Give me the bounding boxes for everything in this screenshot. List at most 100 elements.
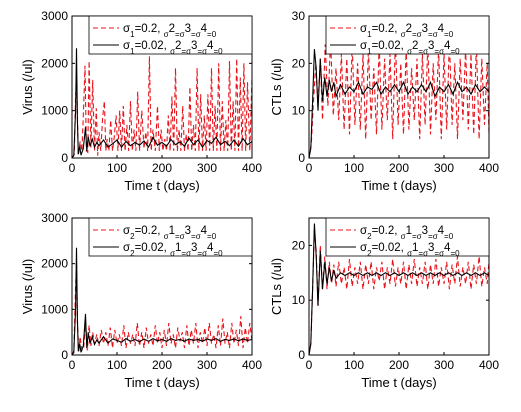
x-tick-label: 200 bbox=[389, 161, 409, 175]
legend-text-part: 3 bbox=[191, 40, 197, 52]
legend-text-part: σ bbox=[360, 242, 367, 254]
legend-text-part: =0.02, bbox=[135, 242, 171, 254]
legend-text-part: σ bbox=[170, 249, 175, 258]
legend-text-part: =0.02, bbox=[372, 242, 408, 254]
x-tick-label: 300 bbox=[197, 161, 217, 175]
legend-text-part: =0 bbox=[207, 232, 217, 241]
y-axis-label: Virus (/ul) bbox=[20, 259, 35, 314]
legend-text-part: σ bbox=[164, 232, 169, 241]
y-tick-label: 20 bbox=[292, 238, 306, 252]
x-tick-label: 300 bbox=[197, 358, 217, 372]
series-line-2 bbox=[72, 48, 252, 158]
legend-text-part: 4 bbox=[201, 225, 208, 237]
x-tick-label: 400 bbox=[242, 358, 262, 372]
legend-text-part: 2 bbox=[169, 23, 175, 35]
chart-panel-2: 0 100 200 300 400 0 10 20 30 Time t (days) CTLs (/… bbox=[269, 9, 499, 193]
legend-text-part: =0 bbox=[444, 232, 454, 241]
legend-text-part: =σ bbox=[434, 249, 444, 258]
y-tick-label: 1000 bbox=[41, 104, 68, 118]
y-tick-label: 0 bbox=[61, 151, 68, 165]
legend-entry-2: σ2=0.02, σ1=σ3=σ4=0 bbox=[360, 242, 460, 258]
legend-box bbox=[88, 217, 253, 257]
legend-text-part: =0 bbox=[213, 249, 223, 258]
legend-text-part: 4 bbox=[438, 225, 445, 237]
legend-text-part: =0.02, bbox=[135, 40, 171, 52]
y-axis-label: Virus (/ul) bbox=[20, 59, 35, 114]
x-tick-label: 400 bbox=[242, 161, 262, 175]
series-line-2 bbox=[309, 223, 489, 355]
x-tick-label: 200 bbox=[152, 161, 172, 175]
legend-entry-1: σ1=0.2, σ2=σ3=σ4=0 bbox=[360, 23, 454, 39]
y-tick-label: 0 bbox=[298, 151, 305, 165]
legend-entry-2: σ2=0.02, σ1=σ3=σ4=0 bbox=[123, 242, 223, 258]
legend-text-part: 4 bbox=[207, 242, 214, 254]
legend-text-part: 2 bbox=[412, 40, 418, 52]
legend-text-part: =σ bbox=[175, 232, 185, 241]
legend-box bbox=[325, 15, 490, 55]
legend-text-part: =0 bbox=[207, 30, 217, 39]
legend-text-part: =0.02, bbox=[372, 40, 408, 52]
legend-text-part: 1 bbox=[367, 47, 372, 56]
legend-text-part: =0.2, bbox=[372, 225, 401, 237]
legend-text-part: 3 bbox=[185, 225, 191, 237]
x-axis-label: Time t (days) bbox=[124, 375, 199, 390]
series-line-2 bbox=[72, 247, 252, 355]
legend-text-part: =0 bbox=[213, 47, 223, 56]
legend-text-part: =σ bbox=[191, 232, 201, 241]
y-tick-label: 2000 bbox=[41, 56, 68, 70]
legend-text-part: σ bbox=[123, 40, 130, 52]
legend-text-part: =σ bbox=[181, 47, 191, 56]
legend-text-part: 1 bbox=[412, 242, 418, 254]
legend-text-part: 1 bbox=[169, 225, 175, 237]
x-tick-label: 100 bbox=[107, 161, 127, 175]
legend-text-part: 4 bbox=[201, 23, 208, 35]
legend-text-part: 4 bbox=[438, 23, 445, 35]
x-tick-label: 200 bbox=[389, 358, 409, 372]
legend-text-part: 2 bbox=[367, 232, 372, 241]
y-tick-label: 1000 bbox=[41, 302, 68, 316]
legend-text-part: 3 bbox=[428, 40, 434, 52]
x-tick-label: 400 bbox=[479, 358, 499, 372]
y-tick-label: 30 bbox=[292, 9, 306, 23]
y-tick-label: 3000 bbox=[41, 211, 68, 225]
legend-text-part: 2 bbox=[367, 249, 372, 258]
legend-text-part: =σ bbox=[175, 30, 185, 39]
legend-text-part: 1 bbox=[175, 242, 181, 254]
legend-text-part: 2 bbox=[130, 232, 135, 241]
series-line-1 bbox=[309, 228, 489, 355]
legend-text-part: σ bbox=[401, 232, 406, 241]
y-tick-label: 0 bbox=[61, 348, 68, 362]
y-tick-label: 10 bbox=[292, 104, 306, 118]
legend-text-part: =0.2, bbox=[372, 23, 401, 35]
x-tick-label: 100 bbox=[344, 358, 364, 372]
legend-text-part: 4 bbox=[444, 242, 451, 254]
y-axis-label: CTLs (/ul) bbox=[269, 258, 284, 315]
legend-text-part: 2 bbox=[175, 40, 181, 52]
legend-text-part: 3 bbox=[185, 23, 191, 35]
x-axis-label: Time t (days) bbox=[124, 178, 199, 193]
legend-text-part: =0.2, bbox=[135, 225, 164, 237]
legend-box bbox=[325, 217, 490, 257]
y-tick-label: 0 bbox=[298, 348, 305, 362]
legend-text-part: 1 bbox=[367, 30, 372, 39]
legend-text-part: =0 bbox=[450, 47, 460, 56]
legend-text-part: 4 bbox=[444, 40, 451, 52]
x-tick-label: 200 bbox=[152, 358, 172, 372]
legend-text-part: σ bbox=[170, 47, 175, 56]
legend-text-part: 3 bbox=[191, 242, 197, 254]
legend-text-part: 2 bbox=[130, 249, 135, 258]
legend-text-part: =0.2, bbox=[135, 23, 164, 35]
legend-text-part: σ bbox=[123, 23, 130, 35]
legend-text-part: σ bbox=[360, 23, 367, 35]
y-tick-label: 3000 bbox=[41, 9, 68, 23]
series-line-1 bbox=[72, 261, 252, 355]
legend-text-part: 3 bbox=[428, 242, 434, 254]
x-tick-label: 400 bbox=[479, 161, 499, 175]
legend-text-part: 3 bbox=[422, 23, 428, 35]
series-line-2 bbox=[309, 49, 489, 158]
legend-text-part: 2 bbox=[406, 23, 412, 35]
legend-text-part: 1 bbox=[406, 225, 412, 237]
legend-text-part: σ bbox=[407, 249, 412, 258]
